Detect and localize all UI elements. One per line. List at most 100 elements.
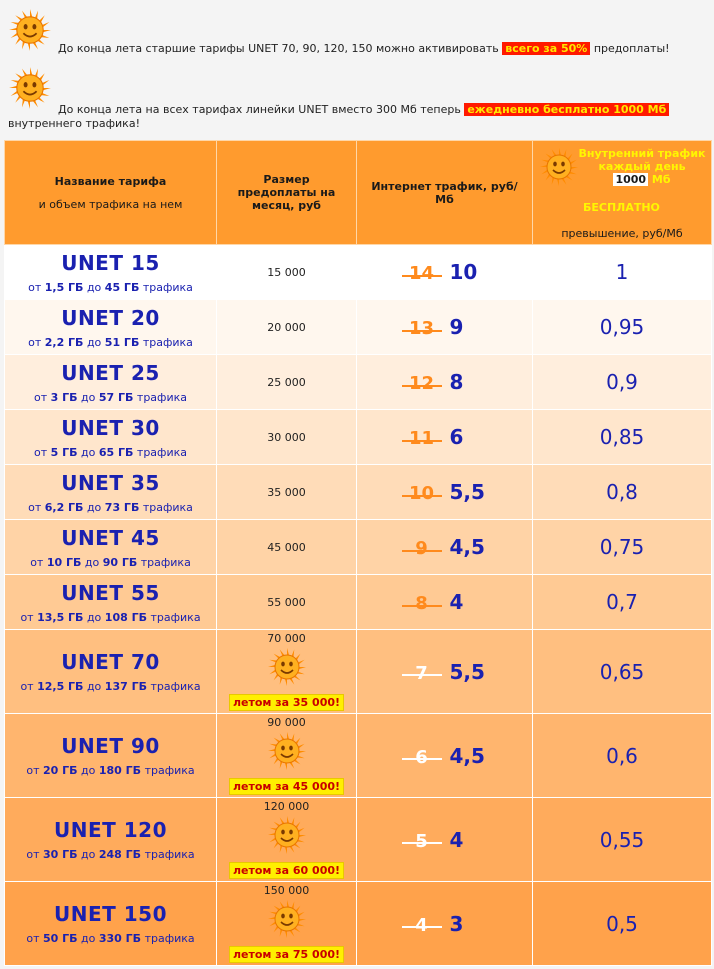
tariff-volume: от 13,5 ГБ до 108 ГБ трафика	[5, 611, 216, 624]
cell-prepay: 35 000	[216, 464, 357, 520]
tariff-name: UNET 55	[61, 580, 160, 605]
notice-1-text-end: предоплаты!	[593, 42, 670, 55]
cell-internet-price: 14 10	[356, 244, 533, 300]
promo-badge: летом за 45 000!	[228, 778, 345, 795]
cell-prepay: 45 000	[216, 519, 357, 575]
cell-prepay: 30 000	[216, 409, 357, 465]
prepay-amount: 120 000	[263, 800, 310, 813]
cell-internet-price: 9 4,5	[356, 519, 533, 575]
prepay-amount: 35 000	[267, 485, 306, 499]
tariff-volume: от 3 ГБ до 57 ГБ трафика	[5, 391, 216, 404]
old-price: 5	[400, 831, 444, 852]
volume-from: 12,5 ГБ	[37, 680, 84, 693]
header-prepay-label: Размер предоплаты на месяц, руб	[237, 173, 336, 212]
overage-price: 0,95	[599, 315, 645, 339]
cell-tariff: UNET 25 от 3 ГБ до 57 ГБ трафика	[4, 354, 217, 410]
tariff-name: UNET 70	[61, 650, 160, 674]
cell-tariff: UNET 15 от 1,5 ГБ до 45 ГБ трафика	[4, 244, 217, 300]
smiling-sun-icon	[267, 647, 307, 691]
table-row: UNET 150 от 50 ГБ до 330 ГБ трафика 150 …	[4, 881, 712, 966]
tariff-volume: от 12,5 ГБ до 137 ГБ трафика	[5, 680, 216, 693]
header-internal-line1: Внутренний трафик	[578, 147, 706, 160]
volume-suffix: трафика	[144, 848, 195, 861]
volume-to: 45 ГБ	[104, 280, 140, 294]
prepay-amount: 70 000	[267, 632, 306, 645]
overage-price: 1	[615, 260, 629, 284]
new-price: 5,5	[449, 659, 485, 684]
tariff-name: UNET 20	[61, 305, 160, 330]
table-row: UNET 45 от 10 ГБ до 90 ГБ трафика 45 000…	[4, 519, 712, 575]
new-price: 4	[449, 827, 464, 852]
tariff-name: UNET 30	[61, 415, 160, 440]
old-price: 12	[400, 373, 444, 394]
volume-to-label: до	[84, 555, 100, 569]
volume-from: 5 ГБ	[50, 445, 78, 459]
volume-suffix: трафика	[144, 932, 195, 945]
cell-tariff: UNET 45 от 10 ГБ до 90 ГБ трафика	[4, 519, 217, 575]
volume-from: 13,5 ГБ	[37, 610, 84, 624]
table-header-row: Название тарифа и объем трафика на нем Р…	[4, 140, 712, 245]
smiling-sun-icon	[267, 815, 307, 859]
volume-to-label: до	[86, 335, 102, 349]
tariff-volume: от 5 ГБ до 65 ГБ трафика	[5, 446, 216, 459]
cell-overage: 0,55	[532, 797, 712, 882]
tariff-volume: от 20 ГБ до 180 ГБ трафика	[5, 764, 216, 777]
tariff-name: UNET 25	[61, 360, 160, 385]
volume-suffix: трафика	[142, 280, 193, 294]
volume-to-label: до	[81, 445, 96, 459]
new-price: 4	[449, 590, 464, 614]
notice-2-text-end: внутреннего трафика!	[8, 117, 140, 130]
volume-from: 10 ГБ	[46, 555, 82, 569]
cell-internet-price: 13 9	[356, 299, 533, 355]
cell-tariff: UNET 90 от 20 ГБ до 180 ГБ трафика	[4, 713, 217, 798]
cell-prepay: 70 000 летом за 35 000!	[216, 629, 357, 714]
notice-2-text: До конца лета на всех тарифах линейки UN…	[58, 103, 461, 116]
cell-tariff: UNET 20 от 2,2 ГБ до 51 ГБ трафика	[4, 299, 217, 355]
cell-tariff: UNET 70 от 12,5 ГБ до 137 ГБ трафика	[4, 629, 217, 714]
overage-price: 0,75	[599, 535, 645, 559]
volume-to-label: до	[86, 280, 102, 294]
table-row: UNET 25 от 3 ГБ до 57 ГБ трафика 25 000 …	[4, 354, 712, 410]
overage-price: 0,65	[599, 659, 645, 684]
volume-from: 30 ГБ	[43, 848, 78, 861]
volume-to: 180 ГБ	[98, 764, 142, 777]
smiling-sun-icon	[8, 8, 52, 52]
prepay-amount: 45 000	[267, 540, 306, 554]
tariff-volume: от 1,5 ГБ до 45 ГБ трафика	[5, 281, 216, 294]
table-row: UNET 20 от 2,2 ГБ до 51 ГБ трафика 20 00…	[4, 299, 712, 355]
volume-from-label: от	[20, 680, 34, 693]
header-internet: Интернет трафик, руб/Мб	[356, 140, 533, 245]
new-price: 3	[449, 911, 464, 936]
new-price: 10	[449, 260, 478, 284]
table-row: UNET 90 от 20 ГБ до 180 ГБ трафика 90 00…	[4, 713, 712, 798]
promo-amount: 60 000!	[292, 864, 341, 877]
volume-to: 137 ГБ	[104, 680, 147, 693]
promo-amount: 35 000!	[292, 696, 341, 709]
old-price: 13	[400, 318, 444, 339]
old-price: 7	[400, 663, 444, 684]
prepay-amount: 55 000	[267, 595, 306, 609]
old-price: 14	[400, 263, 444, 284]
volume-suffix: трафика	[142, 335, 193, 349]
tariff-name: UNET 150	[54, 902, 167, 926]
overage-price: 0,6	[606, 743, 638, 768]
table-row: UNET 55 от 13,5 ГБ до 108 ГБ трафика 55 …	[4, 574, 712, 630]
promo-label: летом за	[232, 696, 290, 709]
volume-to: 248 ГБ	[98, 848, 142, 861]
volume-suffix: трафика	[142, 500, 193, 514]
tariff-name: UNET 45	[61, 525, 160, 550]
cell-tariff: UNET 150 от 50 ГБ до 330 ГБ трафика	[4, 881, 217, 966]
tariff-table: Название тарифа и объем трафика на нем Р…	[4, 140, 712, 966]
volume-from-label: от	[26, 764, 40, 777]
promo-label: летом за	[232, 864, 290, 877]
volume-to-label: до	[86, 610, 102, 624]
smiling-sun-icon	[539, 147, 579, 190]
old-price: 6	[400, 747, 444, 768]
promo-badge: летом за 60 000!	[228, 862, 345, 879]
notice-1-text: До конца лета старшие тарифы UNET 70, 90…	[58, 42, 499, 55]
volume-from-label: от	[20, 610, 34, 624]
volume-from-label: от	[30, 555, 44, 569]
cell-overage: 0,9	[532, 354, 712, 410]
